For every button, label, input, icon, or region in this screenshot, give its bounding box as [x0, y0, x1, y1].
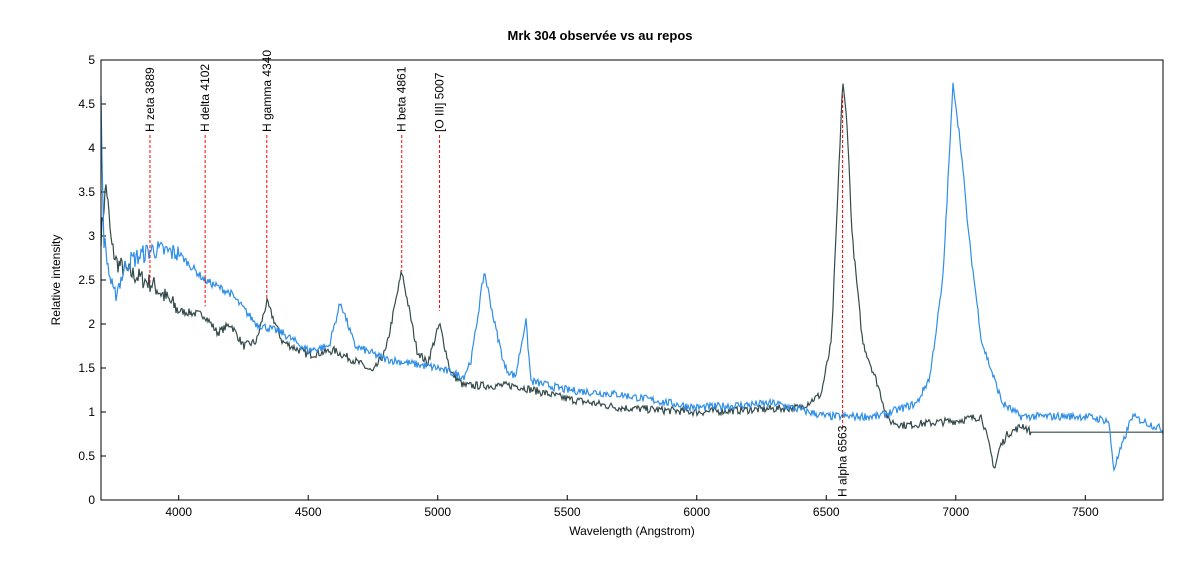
y-tick-label: 1: [88, 405, 95, 419]
y-tick-label: 5: [88, 53, 95, 67]
chart-title: Mrk 304 observée vs au repos: [508, 28, 693, 43]
x-axis-label: Wavelength (Angstrom): [569, 524, 695, 538]
y-tick-label: 0.5: [78, 449, 95, 463]
spectrum-series-0: [100, 83, 1163, 469]
x-tick-label: 7000: [942, 505, 969, 519]
line-marker-label: H zeta 3889: [143, 67, 157, 132]
y-tick-label: 2.5: [78, 273, 95, 287]
x-tick-label: 6500: [813, 505, 840, 519]
x-tick-label: 5500: [554, 505, 581, 519]
spectrum-series-1: [100, 82, 1164, 473]
y-tick-label: 2: [88, 317, 95, 331]
y-tick-label: 1.5: [78, 361, 95, 375]
line-marker-label: H beta 4861: [395, 66, 409, 132]
y-tick-label: 4: [88, 141, 95, 155]
y-tick-label: 3.5: [78, 185, 95, 199]
x-tick-label: 4500: [295, 505, 322, 519]
x-tick-label: 7500: [1072, 505, 1099, 519]
line-marker-label: H alpha 6563: [836, 425, 850, 497]
y-axis-label: Relative intensity: [49, 235, 63, 326]
plot-frame: [100, 59, 1164, 501]
line-marker-label: H delta 4102: [198, 64, 212, 132]
x-tick-label: 5000: [424, 505, 451, 519]
line-marker-label: H gamma 4340: [260, 50, 274, 132]
y-tick-label: 4.5: [78, 97, 95, 111]
x-tick-label: 6000: [683, 505, 710, 519]
line-marker-label: [O III] 5007: [433, 72, 447, 132]
x-tick-label: 4000: [165, 505, 192, 519]
y-tick-label: 3: [88, 229, 95, 243]
y-tick-label: 0: [88, 493, 95, 507]
